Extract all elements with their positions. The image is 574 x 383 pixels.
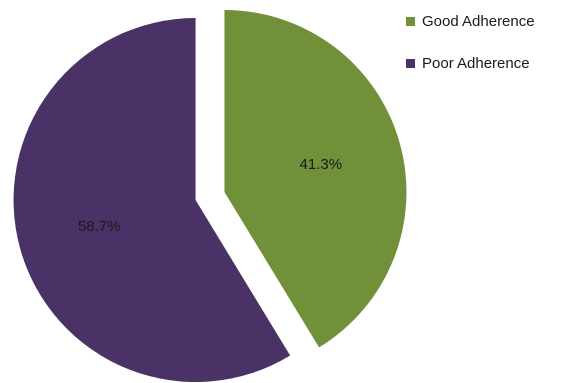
- legend-swatch-poor-adherence: [406, 58, 415, 68]
- legend-swatch-good-adherence: [406, 16, 415, 26]
- legend-item-good-adherence: Good Adherence: [406, 10, 571, 32]
- pie-slice-poor-adherence: [13, 18, 291, 383]
- pie-slice-good-adherence: [224, 9, 407, 348]
- legend: Good Adherence Poor Adherence: [406, 10, 571, 94]
- data-label-poor-adherence: 58.7%: [78, 218, 121, 235]
- legend-label-good-adherence: Good Adherence: [422, 12, 535, 30]
- legend-item-poor-adherence: Poor Adherence: [406, 52, 571, 74]
- data-label-good-adherence: 41.3%: [300, 156, 343, 173]
- legend-label-poor-adherence: Poor Adherence: [422, 54, 530, 72]
